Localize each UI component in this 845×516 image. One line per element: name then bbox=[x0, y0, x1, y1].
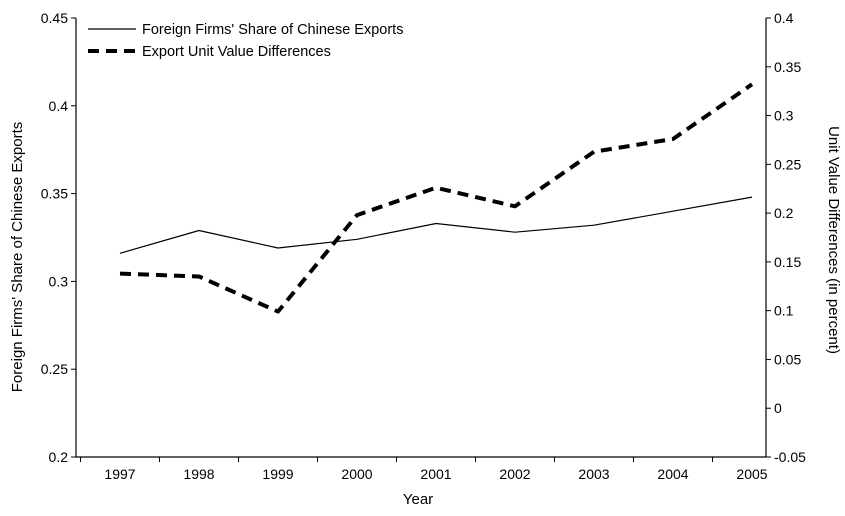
axes: 0.2 0.25 0.3 0.35 0.4 0.45 -0.05 0 0.05 0.1 0.15 0.… bbox=[41, 10, 806, 482]
y-axis-right-title: Unit Value Differences (in percent) bbox=[825, 126, 842, 354]
legend: Foreign Firms' Share of Chinese Exports E… bbox=[88, 22, 403, 60]
x-tick-label: 2004 bbox=[657, 466, 688, 482]
y-right-tick-label: 0.3 bbox=[774, 108, 794, 124]
y-left-tick-label: 0.25 bbox=[41, 361, 68, 377]
y-right-tick-label: 0.2 bbox=[774, 205, 794, 221]
legend-label: Export Unit Value Differences bbox=[142, 44, 331, 60]
y-axis-left-title: Foreign Firms' Share of Chinese Exports bbox=[9, 122, 26, 392]
x-axis-title: Year bbox=[403, 491, 433, 508]
series-line-unit-value-differences bbox=[119, 82, 754, 314]
x-tick-label: 2003 bbox=[578, 466, 609, 482]
y-right-tick-label: 0.25 bbox=[774, 156, 801, 172]
y-left-tick-label: 0.3 bbox=[49, 273, 69, 289]
y-left-tick-label: 0.2 bbox=[49, 449, 69, 465]
series-line-foreign-share bbox=[119, 196, 753, 254]
series-lines bbox=[119, 82, 754, 314]
y-left-tick-label: 0.35 bbox=[41, 186, 68, 202]
y-right-tick-label: 0.15 bbox=[774, 254, 801, 270]
x-tick-label: 2001 bbox=[420, 466, 451, 482]
y-right-tick-label: 0.05 bbox=[774, 351, 801, 367]
y-left-tick-label: 0.4 bbox=[49, 98, 69, 114]
x-tick-label: 1997 bbox=[104, 466, 135, 482]
y-right-tick-label: 0.1 bbox=[774, 303, 794, 319]
y-right-tick-label: 0 bbox=[774, 400, 782, 416]
x-tick-label: 2002 bbox=[499, 466, 530, 482]
x-tick-label: 1999 bbox=[262, 466, 293, 482]
x-tick-label: 2000 bbox=[341, 466, 372, 482]
y-right-tick-label: 0.35 bbox=[774, 59, 801, 75]
x-tick-label: 1998 bbox=[183, 466, 214, 482]
legend-label: Foreign Firms' Share of Chinese Exports bbox=[142, 22, 403, 38]
y-right-tick-label: 0.4 bbox=[774, 10, 794, 26]
x-tick-label: 2005 bbox=[736, 466, 767, 482]
y-left-tick-label: 0.45 bbox=[41, 10, 68, 26]
y-right-tick-label: -0.05 bbox=[774, 449, 806, 465]
